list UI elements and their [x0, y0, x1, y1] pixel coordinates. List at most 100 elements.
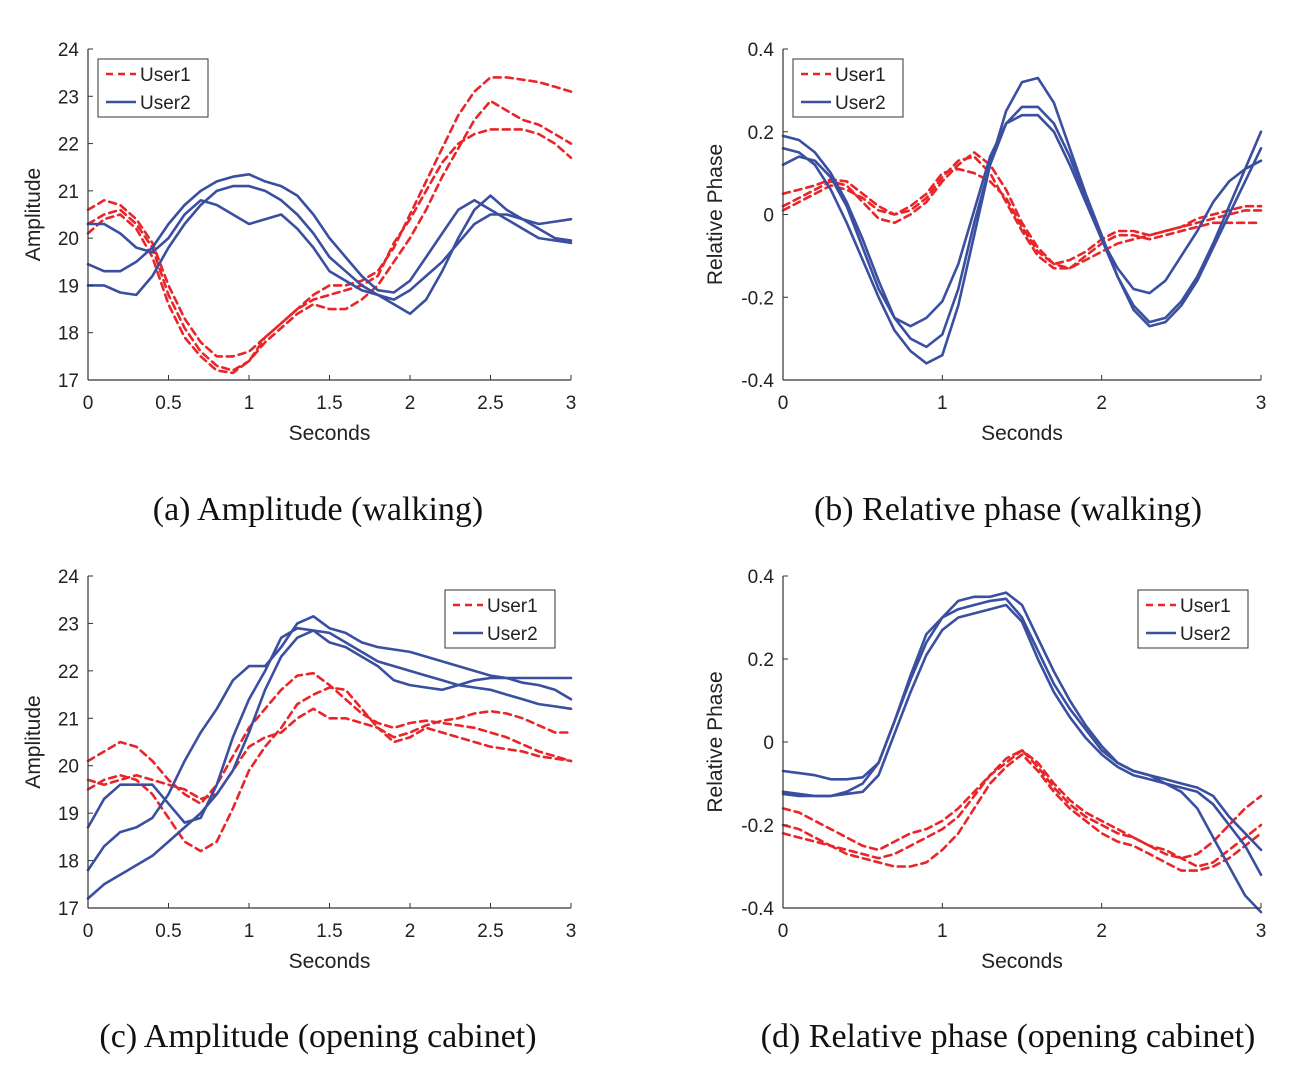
y-tick-label: 20	[58, 229, 79, 250]
series-line-user1-1	[781, 749, 1263, 868]
series-line-user2-5	[781, 113, 1263, 328]
series-line-user1-2	[781, 167, 1263, 266]
series-line-user2-3	[86, 173, 573, 294]
series-line-user1-0	[781, 155, 1263, 270]
legend-label-user2: User2	[1180, 624, 1231, 645]
legend-box	[792, 58, 904, 118]
series-line-user1-0	[86, 671, 573, 805]
y-tick-label: 20	[58, 757, 79, 778]
series-line-user1-0	[86, 76, 573, 358]
series-line-user1-2	[86, 128, 573, 375]
y-axis-label: Relative Phase	[704, 671, 727, 812]
legend-label-user2: User2	[140, 93, 191, 114]
series-line-user2-4	[86, 184, 573, 301]
y-tick-label: 0	[763, 206, 774, 227]
x-axis-label: Seconds	[289, 422, 371, 445]
x-tick-label: 3	[566, 921, 577, 942]
x-tick-label: 3	[1256, 921, 1267, 942]
y-tick-label: -0.4	[741, 899, 774, 920]
y-tick-label: 0.4	[748, 40, 775, 61]
series-line-user2-5	[86, 629, 573, 900]
legend: User1 User2	[97, 58, 209, 118]
y-tick-label: 0.2	[748, 123, 774, 144]
y-tick-label: -0.4	[741, 371, 774, 392]
x-tick-label: 0	[83, 393, 94, 414]
y-tick-label: 0.4	[748, 567, 775, 588]
series-line-user1-1	[781, 151, 1263, 270]
y-tick-label: 18	[58, 324, 79, 345]
y-tick-label: 19	[58, 276, 79, 297]
legend-label-user1: User1	[487, 596, 538, 617]
x-tick-label: 2.5	[477, 921, 503, 942]
y-tick-label: 24	[58, 567, 80, 588]
legend-label-user1: User1	[835, 65, 886, 86]
y-tick-label: 23	[58, 87, 79, 108]
series-line-user2-5	[781, 603, 1263, 914]
x-axis-label: Seconds	[981, 950, 1063, 973]
y-axis-label: Amplitude	[22, 168, 45, 261]
x-tick-label: 0.5	[155, 393, 181, 414]
legend-label-user1: User1	[140, 65, 191, 86]
x-tick-label: 0	[83, 921, 94, 942]
panel-caption: (a) Amplitude (walking)	[153, 491, 483, 528]
x-tick-label: 2.5	[477, 393, 503, 414]
y-tick-label: -0.2	[741, 288, 774, 309]
series-line-user2-4	[86, 615, 573, 872]
x-tick-label: 3	[566, 393, 577, 414]
series-line-user1-1	[86, 99, 573, 372]
x-axis-label: Seconds	[289, 950, 371, 973]
panel-1: 0 1 2 3 -0.4 -0.2 0 0.2 0.4 Seconds Relative Phase…	[704, 40, 1266, 528]
y-tick-label: 23	[58, 614, 79, 635]
legend: User1 User2	[792, 58, 904, 118]
legend-label-user1: User1	[1180, 596, 1231, 617]
y-tick-label: 22	[58, 135, 79, 156]
x-tick-label: 2	[1096, 921, 1107, 942]
panel-caption: (b) Relative phase (walking)	[814, 491, 1202, 528]
x-tick-label: 1	[937, 393, 948, 414]
series-line-user2-4	[781, 597, 1263, 852]
y-tick-label: 24	[58, 40, 80, 61]
series-line-user2-3	[781, 105, 1263, 349]
panel-2: 0 0.5 1 1.5 2 2.5 3 17 18 19 20 21 22 23 24 Seconds Ampl…	[22, 567, 576, 1055]
y-tick-label: 17	[58, 371, 79, 392]
x-tick-label: 2	[405, 921, 416, 942]
series-line-user2-5	[86, 194, 573, 316]
x-tick-label: 0	[778, 921, 789, 942]
x-axis-label: Seconds	[981, 422, 1063, 445]
y-tick-label: -0.2	[741, 816, 774, 837]
legend-box	[1137, 589, 1249, 649]
series-line-user1-0	[781, 749, 1263, 860]
x-tick-label: 1	[244, 393, 255, 414]
legend-box	[97, 58, 209, 118]
legend-label-user2: User2	[835, 93, 886, 114]
x-tick-label: 2	[405, 393, 416, 414]
series-line-user1-1	[86, 686, 573, 853]
panel-0: 0 0.5 1 1.5 2 2.5 3 17 18 19 20 21 22 23 24 Seconds Ampl…	[22, 40, 576, 528]
panel-3: 0 1 2 3 -0.4 -0.2 0 0.2 0.4 Seconds Relative Phase…	[704, 567, 1266, 1055]
x-tick-label: 1	[244, 921, 255, 942]
legend: User1 User2	[1137, 589, 1249, 649]
y-axis-label: Amplitude	[22, 695, 45, 788]
x-tick-label: 1	[937, 921, 948, 942]
y-tick-label: 21	[58, 709, 79, 730]
y-tick-label: 17	[58, 899, 79, 920]
series-line-user1-2	[781, 753, 1263, 872]
panel-caption: (d) Relative phase (opening cabinet)	[761, 1018, 1256, 1055]
series-line-user2-3	[781, 591, 1263, 877]
y-tick-label: 18	[58, 852, 79, 873]
y-tick-label: 0.2	[748, 650, 774, 671]
legend-box	[444, 589, 556, 649]
legend-label-user2: User2	[487, 624, 538, 645]
y-axis-label: Relative Phase	[704, 144, 727, 285]
x-tick-label: 0	[778, 393, 789, 414]
series-line-user2-4	[781, 76, 1263, 365]
legend: User1 User2	[444, 589, 556, 649]
y-tick-label: 0	[763, 733, 774, 754]
y-tick-label: 21	[58, 182, 79, 203]
panel-caption: (c) Amplitude (opening cabinet)	[99, 1018, 536, 1055]
x-tick-label: 2	[1096, 393, 1107, 414]
y-tick-label: 22	[58, 662, 79, 683]
series-line-user1-2	[86, 707, 573, 801]
x-tick-label: 1.5	[316, 393, 342, 414]
